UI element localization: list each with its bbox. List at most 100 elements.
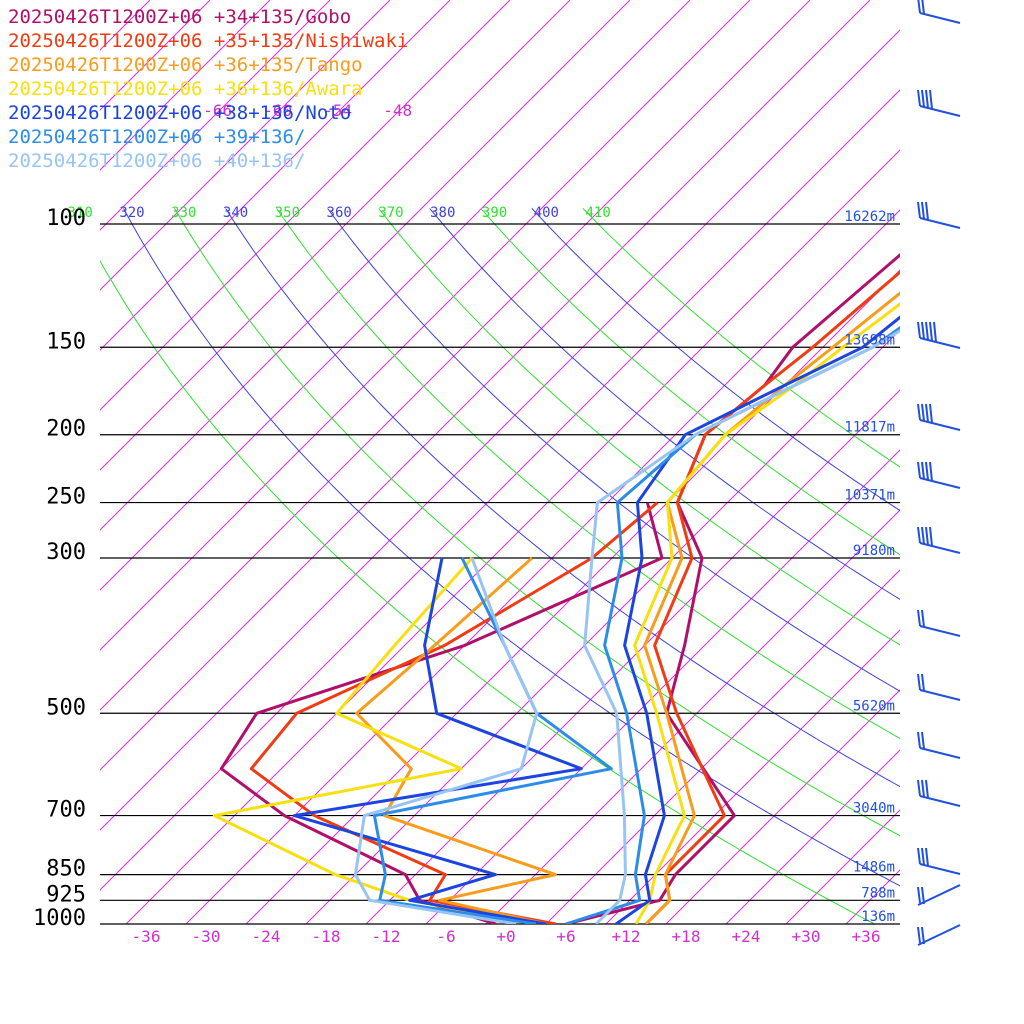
temperature-tick-label: -18	[312, 927, 341, 946]
wind-barb-shaft	[919, 542, 961, 554]
isentrope-label: 320	[119, 205, 144, 221]
wind-barb-flag	[921, 0, 925, 15]
isotherm-line	[125, 149, 900, 924]
isotherm-line	[725, 749, 900, 924]
dewpoint-profile	[219, 502, 664, 924]
pressure-label: 250	[46, 485, 86, 510]
pressure-label: 100	[46, 206, 86, 231]
wind-barb-flag	[921, 673, 925, 692]
wind-barb-flag	[917, 403, 921, 421]
wind-barb-flag	[921, 609, 925, 628]
temperature-tick-label: +18	[672, 927, 701, 946]
wind-barb-flag	[917, 526, 921, 544]
legend-entry: 20250426T1200Z+06 +34+135/Gobo	[8, 6, 351, 28]
temperature-tick-label: +30	[792, 927, 821, 946]
isotherm-line	[425, 449, 900, 924]
isentrope-line	[225, 208, 900, 788]
pressure-label: 925	[46, 882, 86, 907]
isotherm-line	[100, 0, 511, 411]
wind-barb-flag	[925, 526, 929, 546]
wind-barb-shaft	[919, 863, 961, 875]
wind-barb-flag	[921, 526, 925, 545]
pressure-label: 150	[46, 329, 86, 354]
isotherm-line	[100, 0, 331, 231]
wind-barb	[917, 847, 961, 875]
wind-barb	[917, 321, 961, 349]
legend: 20250426T1200Z+06 +34+135/Gobo 20250426T1…	[8, 6, 408, 172]
isentrope-label: 340	[223, 205, 248, 221]
wind-barb	[917, 779, 961, 807]
sounding-profiles	[212, 252, 900, 924]
temperature-tick-label: -12	[372, 927, 401, 946]
height-label: 1486m	[853, 860, 895, 876]
dewpoint-profile	[212, 557, 537, 924]
height-label: 5620m	[853, 698, 895, 714]
wind-barb	[917, 924, 961, 946]
temperature-tick-label: -6	[436, 927, 455, 946]
wind-barb-flag	[929, 89, 933, 110]
isotherm-line	[245, 269, 900, 924]
dewpoint-profile	[355, 556, 557, 924]
isotherm-line	[100, 0, 451, 351]
wind-barb-flag	[921, 926, 925, 945]
wind-barb-flag	[925, 89, 929, 109]
isentrope-label: 390	[482, 205, 507, 221]
wind-barb-shaft	[919, 477, 961, 489]
height-label: 788m	[861, 885, 895, 901]
legend-entry: 20250426T1200Z+06 +40+136/	[8, 150, 305, 172]
isentrope-line	[582, 208, 900, 468]
wind-barb-flag	[921, 886, 925, 905]
isentrope-label: 410	[586, 205, 611, 221]
isotherm-line	[100, 0, 391, 291]
upper-tick-label: -60	[263, 101, 292, 120]
temperature-profile	[583, 328, 900, 924]
wind-barb-shaft	[919, 105, 961, 117]
isentrope-line	[174, 208, 900, 837]
isotherm-line	[100, 89, 900, 891]
wind-barb-shaft	[919, 12, 961, 24]
temperature-tick-label: +6	[556, 927, 575, 946]
wind-barb-flag	[921, 89, 925, 108]
wind-barb	[917, 884, 961, 906]
wind-barb-flag	[917, 779, 921, 797]
wind-barb	[917, 201, 961, 229]
isentrope-label: 400	[534, 205, 559, 221]
wind-barbs	[917, 0, 961, 946]
isentrope-label: 370	[378, 205, 403, 221]
wind-barb-shaft	[919, 795, 961, 807]
isentrope-label: 310	[68, 205, 93, 221]
isentrope-label: 380	[430, 205, 455, 221]
wind-barb-flag	[921, 321, 925, 340]
isotherm-line	[100, 0, 871, 771]
wind-barb-flag	[917, 321, 921, 339]
isotherm-line	[100, 0, 271, 171]
wind-barb-flag	[929, 321, 933, 342]
wind-barb-shaft	[919, 337, 961, 349]
temperature-profile	[615, 315, 900, 924]
height-label: 136m	[861, 909, 895, 925]
pressure-label: 1000	[33, 906, 86, 931]
wind-barb-shaft	[919, 419, 961, 431]
isentrope-line	[531, 208, 900, 512]
wind-barb-flag	[917, 673, 921, 691]
legend-entry: 20250426T1200Z+06 +38+136/Noto	[8, 102, 351, 124]
pressure-label: 500	[46, 695, 86, 720]
isentrope-label: 360	[327, 205, 352, 221]
wind-barb-flag	[925, 201, 929, 221]
isotherm-line	[100, 0, 751, 651]
wind-barb-flag	[921, 403, 925, 422]
temperature-tick-label: +12	[612, 927, 641, 946]
upper-tick-label: -54	[323, 101, 352, 120]
temperature-tick-label: -30	[192, 927, 221, 946]
isentrope-line	[480, 208, 900, 556]
wind-barb-flag	[917, 847, 921, 865]
isotherm-line	[100, 0, 691, 591]
wind-barb	[917, 89, 961, 117]
wind-barb	[917, 0, 961, 24]
wind-barb-flag	[917, 201, 921, 219]
isentrope-label: 330	[171, 205, 196, 221]
wind-barb-flag	[925, 779, 929, 799]
temperature-profile	[633, 302, 900, 924]
wind-barb-flag	[917, 731, 921, 749]
dewpoint-profile	[353, 557, 539, 924]
